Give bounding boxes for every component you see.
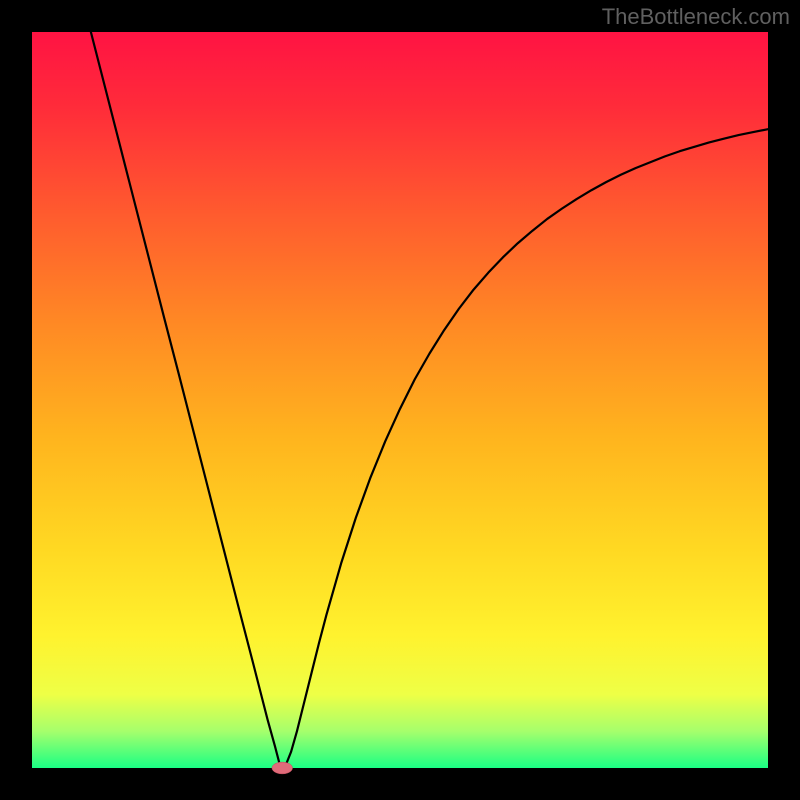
bottleneck-chart [0, 0, 800, 800]
minimum-marker [272, 762, 293, 774]
watermark-text: TheBottleneck.com [602, 4, 790, 30]
plot-background [32, 32, 768, 768]
chart-container: TheBottleneck.com [0, 0, 800, 800]
